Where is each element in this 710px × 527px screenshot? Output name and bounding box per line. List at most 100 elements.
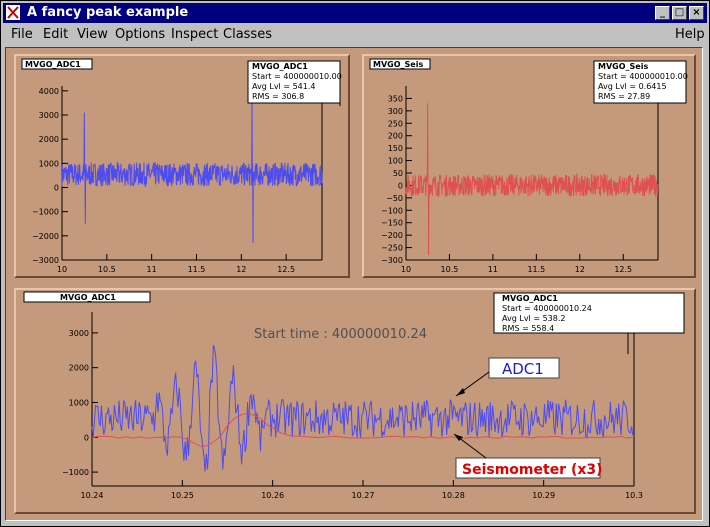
y-tick-label: −150 <box>381 219 403 228</box>
y-tick-label: −50 <box>386 194 403 203</box>
start-time-label: Start time : 400000010.24 <box>254 327 427 342</box>
x-tick-label: 10.28 <box>442 491 465 500</box>
y-tick-label: −2000 <box>32 232 59 241</box>
y-tick-label: −100 <box>381 206 403 215</box>
menu-file[interactable]: File <box>11 27 33 42</box>
series-line-0 <box>405 103 659 256</box>
y-tick-label: 1000 <box>69 398 89 407</box>
pad-label-box <box>23 291 151 303</box>
y-tick-label: −3000 <box>32 256 59 265</box>
pad-zoom[interactable]: MVGO_ADC1 10.24 10.25 10.26 10.27 10.28 10.29… <box>14 288 696 514</box>
x-tick-label: 10.29 <box>532 491 555 500</box>
x-tick-label: 10.5 <box>441 265 459 274</box>
pad-label: MVGO_Seis <box>373 60 423 69</box>
x-tick-label: 12.5 <box>277 265 295 274</box>
y-tick-label: 50 <box>393 169 403 178</box>
app-icon[interactable] <box>6 5 20 20</box>
y-tick-label: 0 <box>398 181 403 190</box>
series-line-0 <box>61 98 323 244</box>
root-canvas[interactable]: MVGO_ADC1 10 10.5 11 11.5 12 12.5 4000 3000 2000… <box>5 47 703 521</box>
stats-start: Start = 400000010.24 <box>502 304 592 313</box>
y-tick-label: 0 <box>84 433 89 442</box>
y-tick-label: 2000 <box>39 135 59 144</box>
series-seis <box>405 103 659 256</box>
x-tick-label: 10.24 <box>81 491 104 500</box>
pad-label-box <box>369 58 431 70</box>
plot-seis[interactable]: MVGO_Seis 10 10.5 11 11.5 12 12.5 350 300 250 200… <box>364 56 694 276</box>
series-line-1 <box>91 412 635 447</box>
axes: 10 10.5 11 11.5 12 12.5 350 300 250 200 150 100 50 0 −… <box>381 86 659 274</box>
stats-name: MVGO_Seis <box>598 62 648 71</box>
legend-adc1-label: ADC1 <box>502 360 544 378</box>
x-tick-label: 11.5 <box>527 265 545 274</box>
title-bar[interactable]: A fancy peak example _ □ × <box>3 3 707 23</box>
stats-avg: Avg Lvl = 538.2 <box>502 314 565 323</box>
y-tick-label: −200 <box>381 231 403 240</box>
arrow-head-icon <box>454 434 463 441</box>
menu-view[interactable]: View <box>77 27 108 42</box>
pad-label-box <box>21 58 93 70</box>
pad-label: MVGO_ADC1 <box>60 293 116 302</box>
y-tick-label: 100 <box>388 157 403 166</box>
plot-zoom[interactable]: MVGO_ADC1 10.24 10.25 10.26 10.27 10.28 10.29… <box>16 290 694 512</box>
x-tick-label: 10.5 <box>98 265 116 274</box>
minimize-button[interactable]: _ <box>655 6 670 20</box>
y-tick-label: 2000 <box>69 364 89 373</box>
x-tick-label: 10.26 <box>261 491 284 500</box>
axes: 10.24 10.25 10.26 10.27 10.28 10.29 10.3 3000 20… <box>62 312 643 500</box>
pad-adc1[interactable]: MVGO_ADC1 10 10.5 11 11.5 12 12.5 4000 3000 2000… <box>14 54 350 278</box>
legend-seis-label: Seismometer (x3) <box>462 462 603 478</box>
maximize-button[interactable]: □ <box>672 6 687 20</box>
y-tick-label: 350 <box>388 94 403 103</box>
x-tick-label: 12 <box>236 265 246 274</box>
y-tick-label: 3000 <box>39 111 59 120</box>
x-tick-label: 11 <box>488 265 498 274</box>
plot-adc1[interactable]: MVGO_ADC1 10 10.5 11 11.5 12 12.5 4000 3000 2000… <box>16 56 348 276</box>
pad-label: MVGO_ADC1 <box>25 60 81 69</box>
y-tick-label: 3000 <box>69 329 89 338</box>
stats-box: MVGO_Seis Start = 400000010.00 Avg Lvl =… <box>593 60 688 104</box>
legend-seis[interactable]: Seismometer (x3) <box>453 433 603 479</box>
y-tick-label: 300 <box>388 107 403 116</box>
y-tick-label: 200 <box>388 132 403 141</box>
y-tick-label: 150 <box>388 144 403 153</box>
menu-help[interactable]: Help <box>675 27 705 42</box>
stats-start: Start = 400000010.00 <box>252 72 342 81</box>
x-tick-label: 11 <box>147 265 157 274</box>
stats-name: MVGO_ADC1 <box>252 62 308 71</box>
y-tick-label: −1000 <box>62 468 89 477</box>
arrow-head-icon <box>456 388 465 396</box>
y-tick-label: −1000 <box>32 208 59 217</box>
x-tick-label: 10 <box>401 265 411 274</box>
legend-adc1[interactable]: ADC1 <box>455 357 560 397</box>
x-tick-label: 12.5 <box>614 265 632 274</box>
y-tick-label: −300 <box>381 256 403 265</box>
menu-edit[interactable]: Edit <box>43 27 69 42</box>
menu-classes[interactable]: Classes <box>223 27 272 42</box>
y-tick-label: 250 <box>388 119 403 128</box>
pad-seis[interactable]: MVGO_Seis 10 10.5 11 11.5 12 12.5 350 300 250 200… <box>362 54 696 278</box>
close-button[interactable]: × <box>689 6 704 20</box>
stats-avg: Avg Lvl = 0.6415 <box>598 82 667 91</box>
stats-rms: RMS = 306.8 <box>252 92 304 101</box>
y-tick-label: 4000 <box>39 87 59 96</box>
menu-inspect[interactable]: Inspect <box>171 27 219 42</box>
window-title: A fancy peak example <box>27 5 189 20</box>
y-tick-label: −250 <box>381 244 403 253</box>
y-tick-label: 0 <box>54 184 59 193</box>
x-tick-label: 12 <box>575 265 585 274</box>
x-tick-label: 10.25 <box>171 491 194 500</box>
y-tick-label: 1000 <box>39 159 59 168</box>
menu-options[interactable]: Options <box>115 27 166 42</box>
stats-avg: Avg Lvl = 541.4 <box>252 82 315 91</box>
stats-name: MVGO_ADC1 <box>502 294 558 303</box>
x-tick-label: 11.5 <box>188 265 206 274</box>
x-tick-label: 10.3 <box>625 491 643 500</box>
series-adc1 <box>61 98 323 244</box>
x-tick-label: 10.27 <box>352 491 375 500</box>
menu-bar: File Edit View Options Inspect Classes H… <box>3 25 707 45</box>
stats-box: MVGO_ADC1 Start = 400000010.24 Avg Lvl =… <box>493 292 685 354</box>
stats-rms: RMS = 27.89 <box>598 92 650 101</box>
x-tick-label: 10 <box>57 265 67 274</box>
